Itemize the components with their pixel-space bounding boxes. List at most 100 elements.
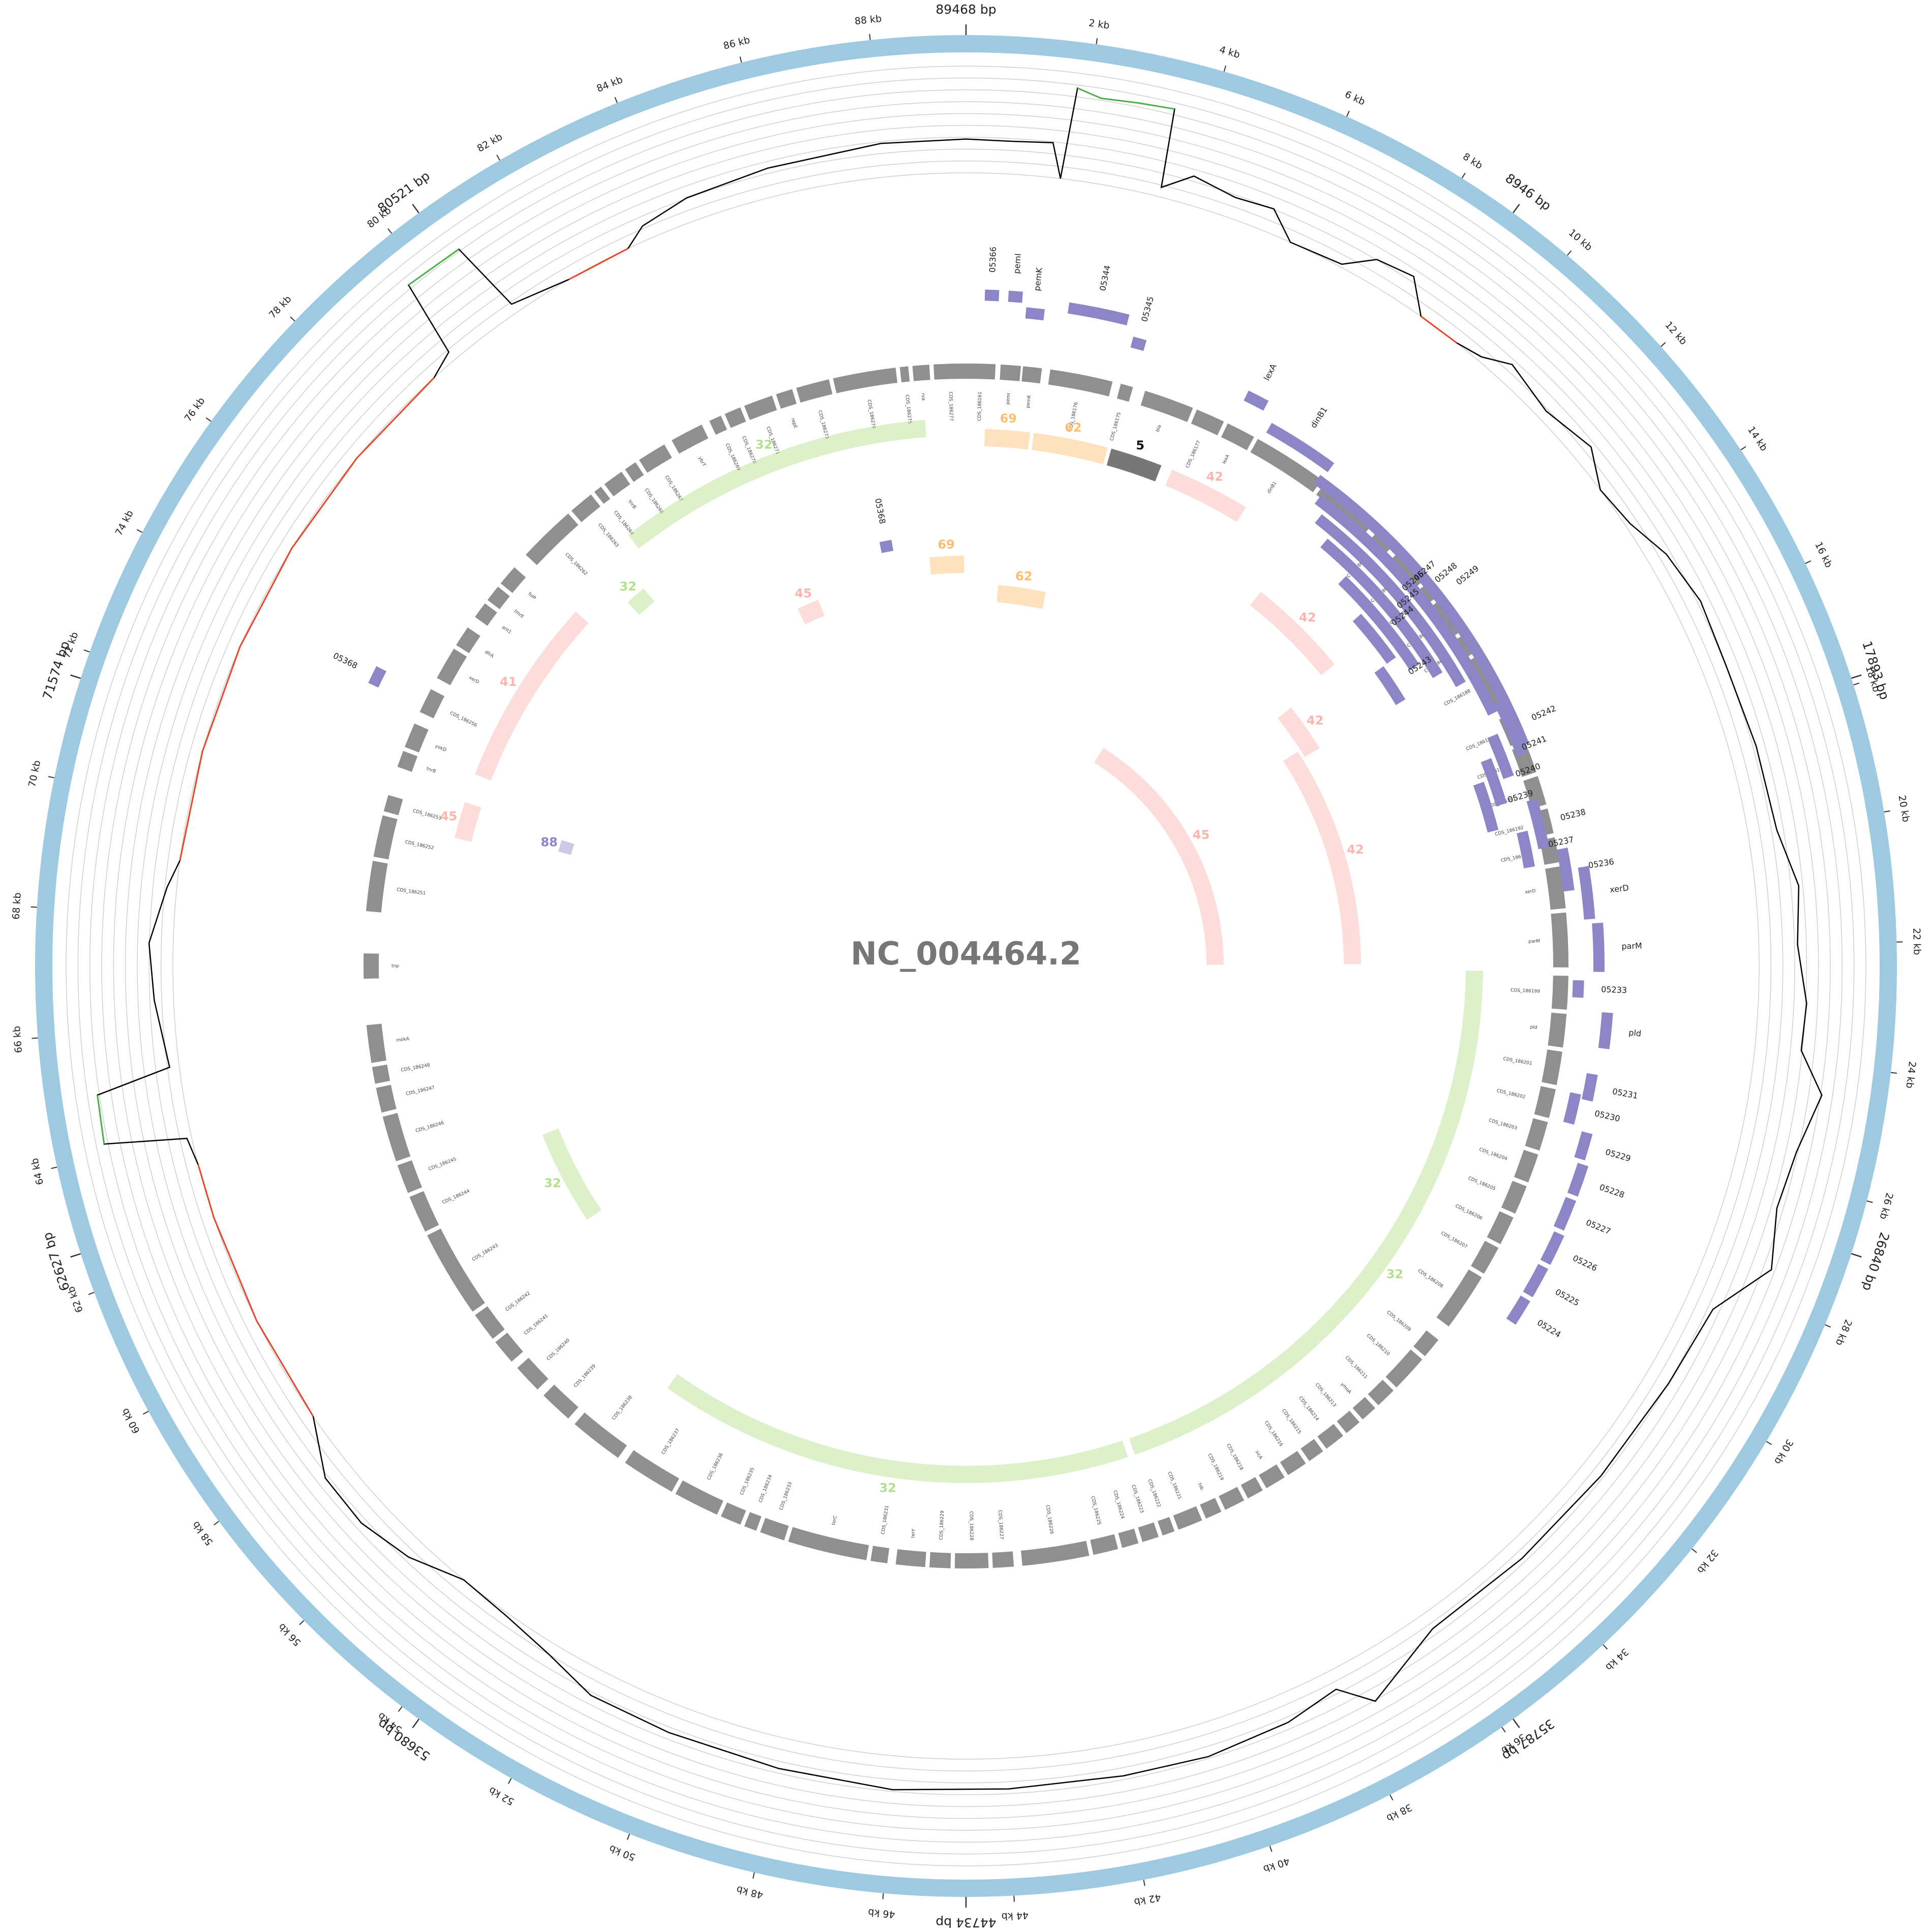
region-label: 5: [1136, 438, 1144, 452]
gc-highlight-segment: [179, 751, 203, 861]
tick-mark: [1661, 342, 1666, 347]
gc-content-highlights: [97, 87, 1458, 1417]
cds-block: [1551, 912, 1568, 968]
region-arc: [1106, 448, 1162, 482]
cds-label: terC: [831, 1515, 838, 1526]
cds-block: [954, 1553, 989, 1568]
tick-label: 32 kb: [1695, 1547, 1720, 1575]
major-position-label: 80521 bp: [375, 168, 432, 216]
region-arc: [455, 802, 481, 842]
tick-mark: [1223, 65, 1226, 72]
tick-label: 26 kb: [1878, 1192, 1895, 1221]
cds-block: [397, 750, 418, 772]
cds-block: [475, 603, 497, 626]
major-position-label: 8946 bp: [1503, 171, 1554, 214]
grid-ring: [77, 77, 1855, 1855]
gc-highlight-segment: [1101, 97, 1138, 104]
cds-label: ymoA: [1340, 1382, 1352, 1395]
feature-label: 05242: [1530, 703, 1557, 722]
feature-block: [1315, 514, 1466, 687]
cds-label: CDS_186226: [1045, 1505, 1054, 1535]
tick-label: 24 kb: [1904, 1061, 1918, 1089]
major-position-label: 89468 bp: [935, 2, 996, 17]
feature-block: [1526, 798, 1550, 850]
cds-label: CDS_186237: [661, 1428, 681, 1455]
feature-label: 05345: [1139, 295, 1156, 323]
cds-block: [776, 389, 797, 409]
region-arc: [1129, 971, 1483, 1455]
cds-label: CDS_186262: [564, 552, 588, 577]
region-arc: [667, 1374, 1128, 1483]
cds-block: [1191, 409, 1224, 436]
cds-label: CDS_186214: [1297, 1396, 1319, 1422]
feature-block: [1338, 576, 1420, 671]
feature-label: dinB1: [1309, 405, 1330, 430]
cds-block: [1280, 1451, 1306, 1475]
region-label: 42: [1307, 713, 1323, 728]
tick-mark: [1096, 38, 1098, 45]
cds-block: [372, 1064, 390, 1084]
cds-label: tnp: [391, 964, 399, 969]
cds-label: CDS_186213: [1314, 1382, 1337, 1408]
region-arc: [542, 1128, 601, 1220]
cds-label: CDS_186245: [428, 1157, 458, 1172]
major-position-label: 26840 bp: [1859, 1230, 1892, 1292]
cds-block: [366, 861, 388, 913]
tick-label: 78 kb: [267, 293, 294, 321]
feature-block: [1592, 922, 1605, 972]
major-tick: [1513, 1718, 1520, 1729]
feature-label: 05231: [1612, 1086, 1639, 1101]
tick-label: 66 kb: [11, 1025, 24, 1053]
feature-label: 05366: [987, 247, 998, 273]
region-arc: [1031, 433, 1108, 465]
cds-block: [419, 689, 445, 718]
cds-label: dfrA: [484, 650, 495, 659]
cds-block: [1090, 1534, 1119, 1555]
feature-block: [1523, 1263, 1549, 1297]
region-label: 88: [540, 835, 557, 849]
cds-block: [899, 366, 910, 382]
tick-label: 52 kb: [487, 1785, 516, 1807]
cds-label: sicA: [1254, 1450, 1263, 1461]
grid-ring: [101, 101, 1831, 1831]
cds-block: [1542, 1049, 1562, 1085]
cds-block: [1385, 1349, 1423, 1388]
grid-ring: [148, 148, 1784, 1784]
cds-label: repE: [790, 417, 798, 429]
cds-label: CDS_186219: [1206, 1453, 1224, 1482]
region-arc: [1277, 707, 1320, 758]
feature-block: [1067, 302, 1130, 326]
cds-label: CDS_186207: [1440, 1231, 1468, 1250]
tick-label: 48 kb: [735, 1884, 764, 1901]
cds-block: [575, 1412, 627, 1458]
tick-mark: [1884, 810, 1890, 813]
cds-label: CDS_186252: [404, 840, 434, 851]
cds-label: CDS_186269: [724, 443, 741, 472]
cds-block: [517, 1357, 549, 1390]
tick-label: 16 kb: [1813, 540, 1834, 569]
cds-label: CDS_186211: [1344, 1355, 1368, 1380]
cds-label: tmrE: [513, 609, 525, 619]
cds-block: [933, 364, 966, 380]
tick-label: 70 kb: [26, 759, 43, 788]
cds-block: [1116, 383, 1133, 402]
tick-mark: [299, 1620, 305, 1625]
cds-block: [912, 365, 930, 381]
cds-label: CDS_186275: [904, 395, 912, 425]
cds-block: [1368, 1379, 1394, 1405]
tick-label: 56 kb: [276, 1621, 303, 1648]
tick-mark: [1390, 1794, 1394, 1801]
cds-block: [992, 1551, 1014, 1568]
cds-label: CDS_186238: [611, 1395, 633, 1421]
tick-mark: [1805, 560, 1812, 564]
feature-block: [1374, 666, 1406, 705]
feature-block: [1574, 1131, 1593, 1161]
feature-block: [1578, 866, 1595, 920]
cds-label: bla: [1155, 425, 1162, 433]
cds-label: ant1: [501, 625, 512, 635]
cds-label: pemK: [1025, 394, 1032, 408]
cds-label: CDS_186264: [613, 510, 635, 536]
tick-label: 82 kb: [475, 131, 504, 155]
cds-label: pld: [1530, 1024, 1537, 1030]
